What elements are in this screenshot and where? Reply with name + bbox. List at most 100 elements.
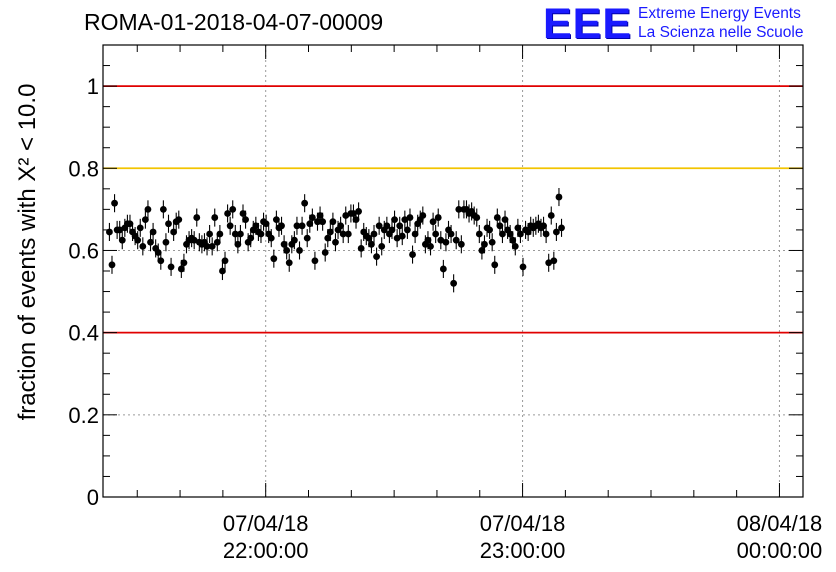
- data-point: [293, 222, 301, 230]
- data-point: [337, 222, 345, 230]
- data-point: [409, 251, 416, 258]
- data-point: [491, 261, 499, 269]
- data-point: [555, 193, 563, 201]
- data-point: [481, 240, 488, 248]
- data-point: [206, 230, 214, 238]
- data-point: [329, 218, 337, 226]
- data-point: [545, 259, 553, 267]
- data-point: [108, 261, 116, 269]
- data-point: [193, 214, 201, 221]
- grid: [103, 45, 803, 497]
- plot-frame: [102, 44, 804, 498]
- data-point: [393, 234, 401, 242]
- data-point: [370, 230, 378, 238]
- data-point: [419, 212, 427, 219]
- data-point: [439, 265, 447, 273]
- data-point: [257, 230, 265, 238]
- x-tick-label-time: 23:00:00: [480, 538, 566, 563]
- logo-line-1: Extreme Energy Events: [638, 5, 801, 22]
- data-point: [203, 242, 211, 250]
- data-point: [165, 220, 172, 228]
- data-point: [447, 230, 455, 238]
- data-point: [350, 210, 357, 217]
- data-point: [552, 228, 560, 236]
- data-point: [177, 265, 185, 273]
- data-point: [437, 236, 445, 244]
- data-point: [506, 230, 514, 238]
- data-point: [234, 240, 242, 248]
- data-point: [519, 263, 527, 271]
- data-point: [139, 242, 147, 250]
- data-point: [144, 205, 152, 213]
- data-point: [247, 234, 255, 242]
- data-point: [434, 214, 442, 221]
- data-point: [473, 214, 481, 221]
- data-point: [314, 218, 321, 226]
- data-point: [224, 210, 231, 217]
- data-point: [116, 226, 124, 234]
- data-point: [388, 226, 396, 234]
- data-point: [517, 230, 524, 238]
- data-point: [311, 257, 319, 265]
- y-tick-label: 0.2: [68, 403, 99, 428]
- data-point: [342, 212, 350, 219]
- data-point: [488, 238, 496, 246]
- data-point: [298, 222, 306, 230]
- data-point: [452, 236, 460, 244]
- data-point: [401, 216, 409, 224]
- data-point: [493, 214, 501, 221]
- data-point: [167, 263, 175, 271]
- data-point: [190, 236, 198, 244]
- data-point: [542, 230, 550, 238]
- data-point: [511, 242, 519, 250]
- data-point: [141, 216, 149, 224]
- logo-mark: EEE: [543, 0, 633, 48]
- data-point: [478, 247, 486, 254]
- data-point: [455, 205, 463, 213]
- data-point: [501, 216, 509, 224]
- y-tick-label: 1: [87, 74, 99, 99]
- y-tick-label: 0: [87, 485, 99, 510]
- data-point: [339, 230, 347, 238]
- data-point: [496, 222, 504, 230]
- data-point: [321, 249, 329, 256]
- data-point: [450, 279, 458, 287]
- logo-text: Extreme Energy Events La Scienza nelle S…: [638, 4, 803, 42]
- data-point: [283, 247, 291, 254]
- page-title: ROMA-01-2018-04-07-00009: [84, 9, 384, 35]
- data-point: [262, 220, 270, 228]
- data-point: [457, 240, 465, 248]
- data-point: [398, 232, 406, 240]
- x-tick-label-date: 07/04/18: [223, 511, 309, 536]
- data-point: [170, 228, 178, 236]
- data-points: [106, 187, 565, 293]
- data-point: [486, 226, 494, 234]
- x-tick-label-date: 07/04/18: [480, 511, 566, 536]
- data-point: [157, 257, 165, 265]
- data-point: [278, 222, 285, 230]
- data-point: [303, 234, 311, 242]
- data-point: [118, 236, 126, 244]
- reference-lines: [103, 85, 803, 334]
- data-point: [229, 205, 237, 213]
- data-point: [296, 247, 303, 254]
- data-point: [355, 208, 362, 215]
- data-point: [332, 238, 339, 246]
- data-point: [280, 240, 288, 248]
- data-point: [365, 234, 373, 242]
- data-point: [368, 240, 375, 248]
- data-point: [427, 242, 434, 250]
- data-point: [550, 257, 558, 265]
- data-point: [239, 210, 247, 217]
- data-point: [226, 222, 234, 230]
- data-point: [111, 199, 118, 207]
- data-point: [324, 234, 332, 242]
- data-point: [221, 257, 229, 265]
- data-point: [378, 242, 386, 250]
- data-point: [509, 236, 517, 244]
- data-point: [411, 230, 419, 238]
- data-point: [290, 236, 298, 244]
- data-point: [514, 224, 522, 232]
- data-point: [147, 238, 154, 246]
